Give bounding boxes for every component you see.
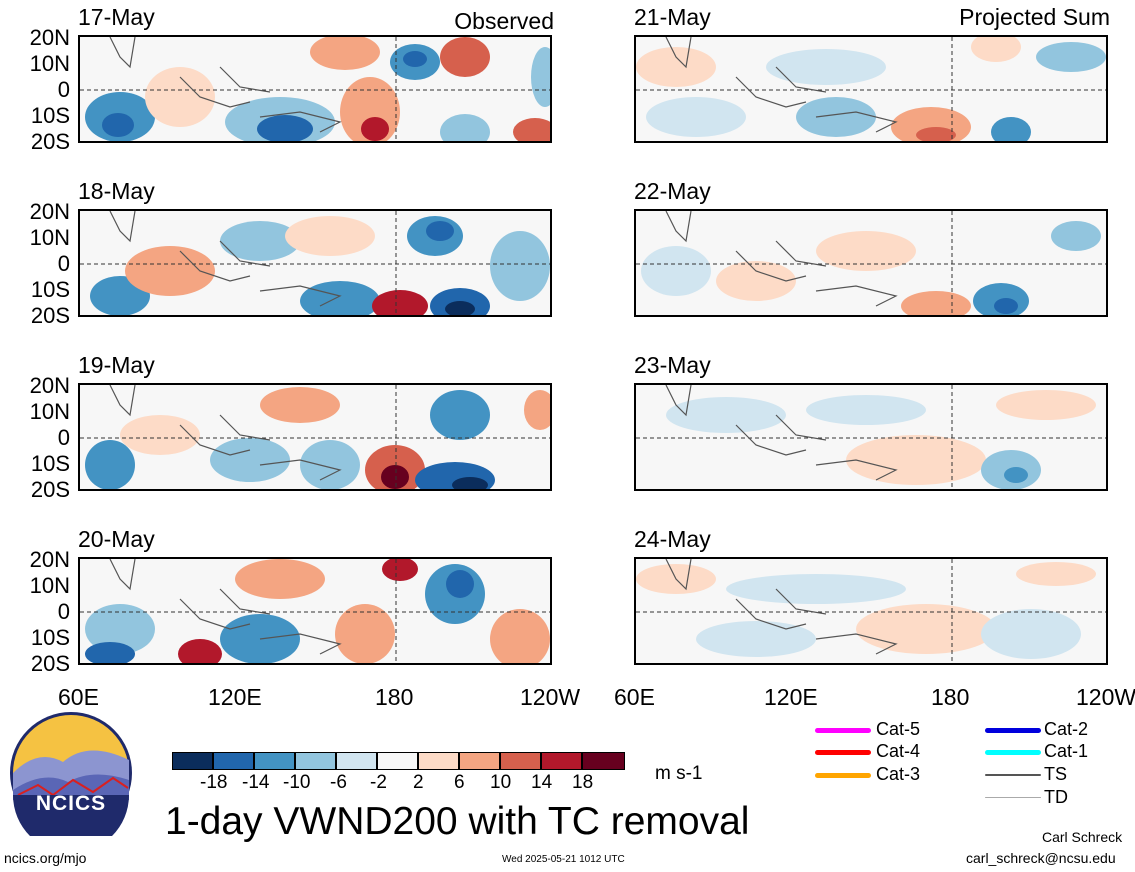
ncics-logo: NCICS	[8, 710, 134, 853]
colorbar-swatch	[541, 752, 582, 770]
colorbar-tick: -6	[330, 772, 347, 793]
colorbar-swatch	[377, 752, 418, 770]
cat4-line-icon	[815, 750, 871, 755]
anomaly-field-17-may	[80, 37, 550, 141]
colorbar-tick: -14	[242, 772, 270, 793]
lat-label: 10N	[29, 225, 70, 250]
lat-label: 20S	[30, 303, 70, 328]
colorbar-tick: 14	[531, 772, 553, 793]
panel-date-19-may: 19-May	[78, 352, 155, 378]
lat-label: 0	[57, 251, 70, 276]
lat-label: 0	[57, 425, 70, 450]
lon-label: 120E	[764, 684, 818, 710]
panel-date-22-may: 22-May	[634, 178, 711, 204]
legend-label: Cat-2	[1044, 719, 1089, 739]
map-panel-24-may	[634, 557, 1108, 665]
anomaly-field-23-may	[636, 385, 1106, 489]
colorbar-units: m s-1	[655, 763, 703, 784]
colorbar-swatch	[459, 752, 500, 770]
lat-label: 20S	[30, 129, 70, 154]
lat-label: 20N	[29, 373, 70, 398]
lon-label: 120W	[520, 684, 581, 710]
lat-label: 20S	[30, 651, 70, 676]
anomaly-field-20-may	[80, 559, 550, 663]
map-panel-23-may	[634, 383, 1108, 491]
legend-label: Cat-5	[876, 719, 921, 739]
lat-label: 20N	[29, 25, 70, 50]
colorbar-tick: 6	[454, 772, 465, 793]
colorbar-swatch	[295, 752, 336, 770]
colorbar-swatch	[172, 752, 213, 770]
lat-label: 10N	[29, 399, 70, 424]
lat-label: 10S	[30, 625, 70, 650]
colorbar-swatch	[418, 752, 459, 770]
observed-label: Observed	[454, 8, 554, 34]
lat-label: 10N	[29, 573, 70, 598]
map-panel-20-may	[78, 557, 552, 665]
main-title: 1-day VWND200 with TC removal	[165, 800, 750, 843]
colorbar-swatch	[500, 752, 541, 770]
colorbar-swatch	[254, 752, 295, 770]
map-panel-21-may	[634, 35, 1108, 143]
panel-date-17-may: 17-May	[78, 4, 155, 30]
lon-label: 60E	[614, 684, 655, 710]
colorbar-tick: 18	[572, 772, 594, 793]
colorbar-tick: -10	[283, 772, 311, 793]
projected-label: Projected Sum	[959, 4, 1110, 30]
lat-label: 10S	[30, 451, 70, 476]
source-url[interactable]: ncics.org/mjo	[4, 850, 87, 866]
lat-label: 0	[57, 77, 70, 102]
lon-label: 120E	[208, 684, 262, 710]
map-panel-22-may	[634, 209, 1108, 317]
anomaly-field-22-may	[636, 211, 1106, 315]
lat-label: 10S	[30, 103, 70, 128]
lon-label: 120W	[1076, 684, 1135, 710]
legend-label: Cat-4	[876, 741, 921, 761]
td-line-icon	[985, 797, 1041, 798]
colorbar-swatch	[213, 752, 254, 770]
colorbar-tick: 10	[490, 772, 512, 793]
lat-label: 0	[57, 599, 70, 624]
author: Carl Schreck	[1042, 829, 1123, 845]
email-link[interactable]: carl_schreck@ncsu.edu	[966, 850, 1116, 866]
lat-label: 10N	[29, 51, 70, 76]
timestamp: Wed 2025-05-21 1012 UTC	[502, 854, 625, 865]
anomaly-field-24-may	[636, 559, 1106, 663]
colorbar-swatch	[582, 752, 625, 770]
legend-label: Cat-3	[876, 764, 921, 784]
panel-date-18-may: 18-May	[78, 178, 155, 204]
colorbar-tick: 2	[413, 772, 424, 793]
lat-label: 20N	[29, 547, 70, 572]
colorbar-swatch	[336, 752, 377, 770]
legend-label: TD	[1044, 787, 1068, 807]
anomaly-field-21-may	[636, 37, 1106, 141]
anomaly-field-19-may	[80, 385, 550, 489]
panel-date-23-may: 23-May	[634, 352, 711, 378]
ts-line-icon	[985, 774, 1041, 776]
panel-date-20-may: 20-May	[78, 526, 155, 552]
cat2-line-icon	[985, 728, 1041, 733]
cat3-line-icon	[815, 773, 871, 778]
lat-label: 20S	[30, 477, 70, 502]
lon-label: 180	[375, 684, 414, 710]
map-panel-18-may	[78, 209, 552, 317]
lat-label: 20N	[29, 199, 70, 224]
legend-label: TS	[1044, 764, 1068, 784]
lon-label: 60E	[58, 684, 99, 710]
lon-label: 180	[931, 684, 970, 710]
cat5-line-icon	[815, 728, 871, 733]
anomaly-field-18-may	[80, 211, 550, 315]
map-panel-17-may	[78, 35, 552, 143]
map-panel-19-may	[78, 383, 552, 491]
panel-date-21-may: 21-May	[634, 4, 711, 30]
colorbar-tick: -18	[200, 772, 228, 793]
lat-label: 10S	[30, 277, 70, 302]
panel-date-24-may: 24-May	[634, 526, 711, 552]
legend-label: Cat-1	[1044, 741, 1089, 761]
colorbar-tick: -2	[370, 772, 387, 793]
logo-text: NCICS	[35, 792, 107, 815]
cat1-line-icon	[985, 750, 1041, 755]
